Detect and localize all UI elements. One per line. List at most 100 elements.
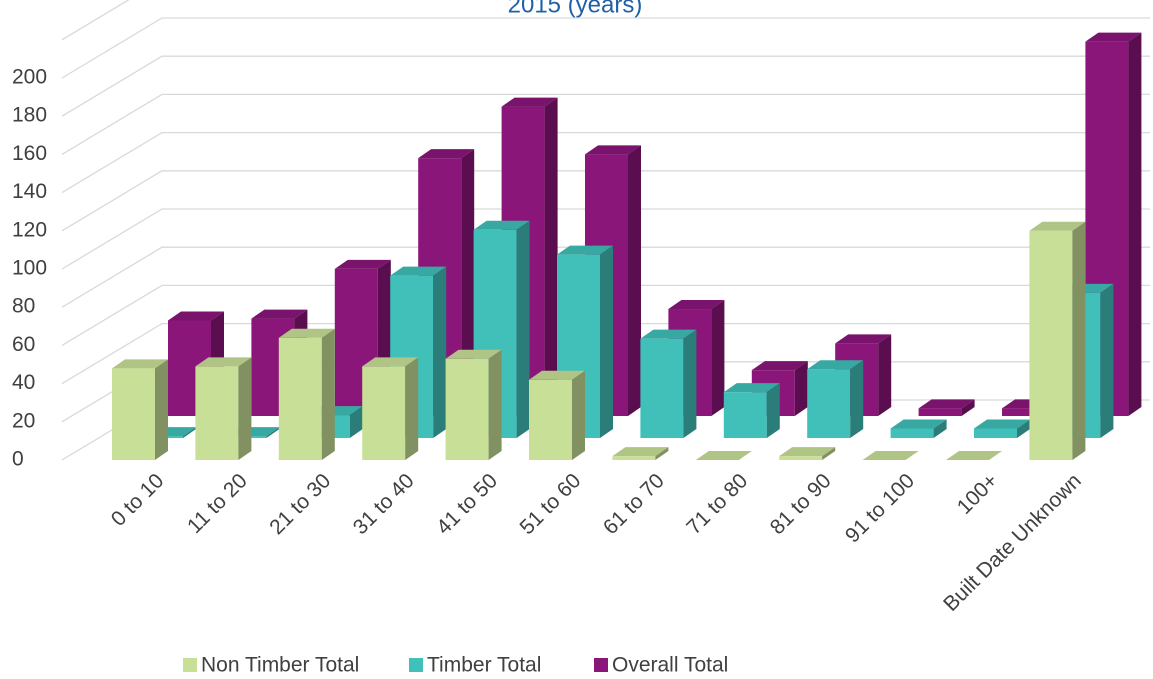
bar-top [418, 149, 475, 159]
bar-side [321, 328, 335, 460]
x-tick-label: 81 to 90 [766, 469, 836, 539]
bar-top [278, 328, 335, 338]
bar [362, 357, 419, 460]
x-tick-label: 100+ [953, 469, 1003, 519]
bar [195, 357, 252, 460]
bar-side [850, 360, 864, 438]
x-tick-label: 11 to 20 [183, 469, 252, 538]
x-tick-label: Built Date Unknown [939, 469, 1086, 616]
grid-line [61, 93, 1150, 155]
bar [890, 419, 947, 438]
x-tick-label: 21 to 30 [265, 469, 335, 539]
bar-side [1017, 419, 1030, 438]
bar-side [628, 145, 641, 416]
bar [946, 451, 1002, 460]
bar [278, 328, 335, 460]
bar [723, 383, 780, 438]
y-tick-label: 80 [12, 295, 35, 318]
bar-front [445, 358, 489, 460]
bar-top [779, 447, 836, 457]
legend-swatch [183, 658, 197, 672]
bar-side [1128, 32, 1142, 416]
grid-line [61, 322, 1150, 385]
bar-side [794, 361, 808, 416]
bar [390, 266, 447, 438]
bar [695, 451, 752, 460]
bar-top [473, 220, 530, 230]
bar-side [683, 329, 697, 438]
bar-top [612, 447, 669, 457]
bar [779, 447, 836, 460]
bar-side [516, 220, 530, 438]
bar-front [278, 337, 322, 460]
bar [807, 360, 864, 438]
bar-front [362, 366, 406, 460]
bar-side [655, 447, 669, 460]
y-tick-label: 180 [12, 104, 47, 127]
bar-top [251, 309, 308, 319]
bar-top [862, 451, 919, 460]
grid-line [61, 170, 1150, 232]
grid-line [61, 17, 1150, 79]
x-tick-label: 61 to 70 [599, 469, 669, 539]
bar [1029, 221, 1086, 460]
bar [974, 419, 1030, 438]
bar-top [445, 349, 502, 359]
bar-side [488, 349, 502, 460]
bar-top [557, 245, 613, 255]
bar-front [1029, 230, 1073, 460]
x-tick-label: 31 to 40 [349, 469, 419, 539]
bar-side [572, 370, 585, 460]
bar-side [405, 357, 419, 460]
grid-line [61, 246, 1150, 308]
bar-side [183, 427, 196, 438]
bar-front [723, 392, 767, 438]
bar-top [946, 451, 1002, 460]
bar-side [711, 300, 725, 416]
y-tick-label: 200 [12, 66, 47, 89]
bar [612, 447, 669, 460]
bar-top [918, 399, 975, 409]
bar-side [1100, 283, 1114, 438]
y-tick-label: 140 [12, 180, 47, 203]
bar-side [600, 245, 613, 438]
bar-top [1085, 32, 1142, 42]
x-tick-label: 51 to 60 [516, 469, 586, 539]
bar-front [640, 338, 684, 438]
bar-top [112, 359, 168, 369]
bar [918, 399, 975, 416]
x-tick-label: 0 to 10 [107, 469, 169, 531]
y-tick-label: 160 [12, 142, 47, 165]
bar-side [155, 359, 168, 460]
y-tick-label: 20 [12, 409, 35, 432]
bar-side [1072, 221, 1086, 460]
legend-swatch [594, 658, 608, 672]
bar-top [723, 383, 780, 393]
y-tick-label: 100 [12, 257, 47, 280]
grid-line [61, 208, 1150, 270]
bar-side [878, 334, 892, 416]
bar-front [974, 428, 1017, 438]
bar-side [266, 427, 280, 438]
bar-side [933, 419, 947, 438]
legend-label: Timber Total [427, 654, 541, 677]
bar-side [766, 383, 780, 438]
bar [529, 370, 585, 460]
y-tick-label: 0 [12, 448, 24, 471]
bar-top [1029, 221, 1086, 231]
bar-top [974, 419, 1030, 429]
bar-side [822, 447, 836, 460]
grid-line [61, 284, 1150, 346]
y-tick-label: 60 [12, 333, 35, 356]
legend-label: Non Timber Total [201, 654, 359, 677]
bar-top [390, 266, 447, 276]
bar-top [529, 370, 585, 380]
bar-front [779, 456, 823, 460]
bar-top [751, 361, 808, 371]
y-tick-label: 120 [12, 218, 47, 241]
bar-side [961, 399, 975, 416]
bar-top [835, 334, 892, 344]
x-tick-label: 41 to 50 [432, 469, 502, 539]
bar-top [334, 259, 391, 269]
